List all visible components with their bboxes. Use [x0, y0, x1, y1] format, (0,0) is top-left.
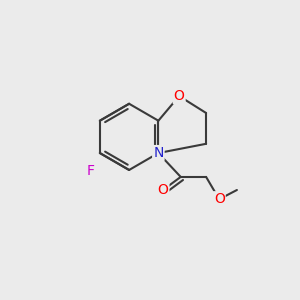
Text: F: F — [87, 164, 94, 178]
Text: O: O — [158, 183, 168, 197]
Text: O: O — [214, 192, 225, 206]
Text: N: N — [153, 146, 164, 160]
Text: O: O — [174, 89, 184, 103]
